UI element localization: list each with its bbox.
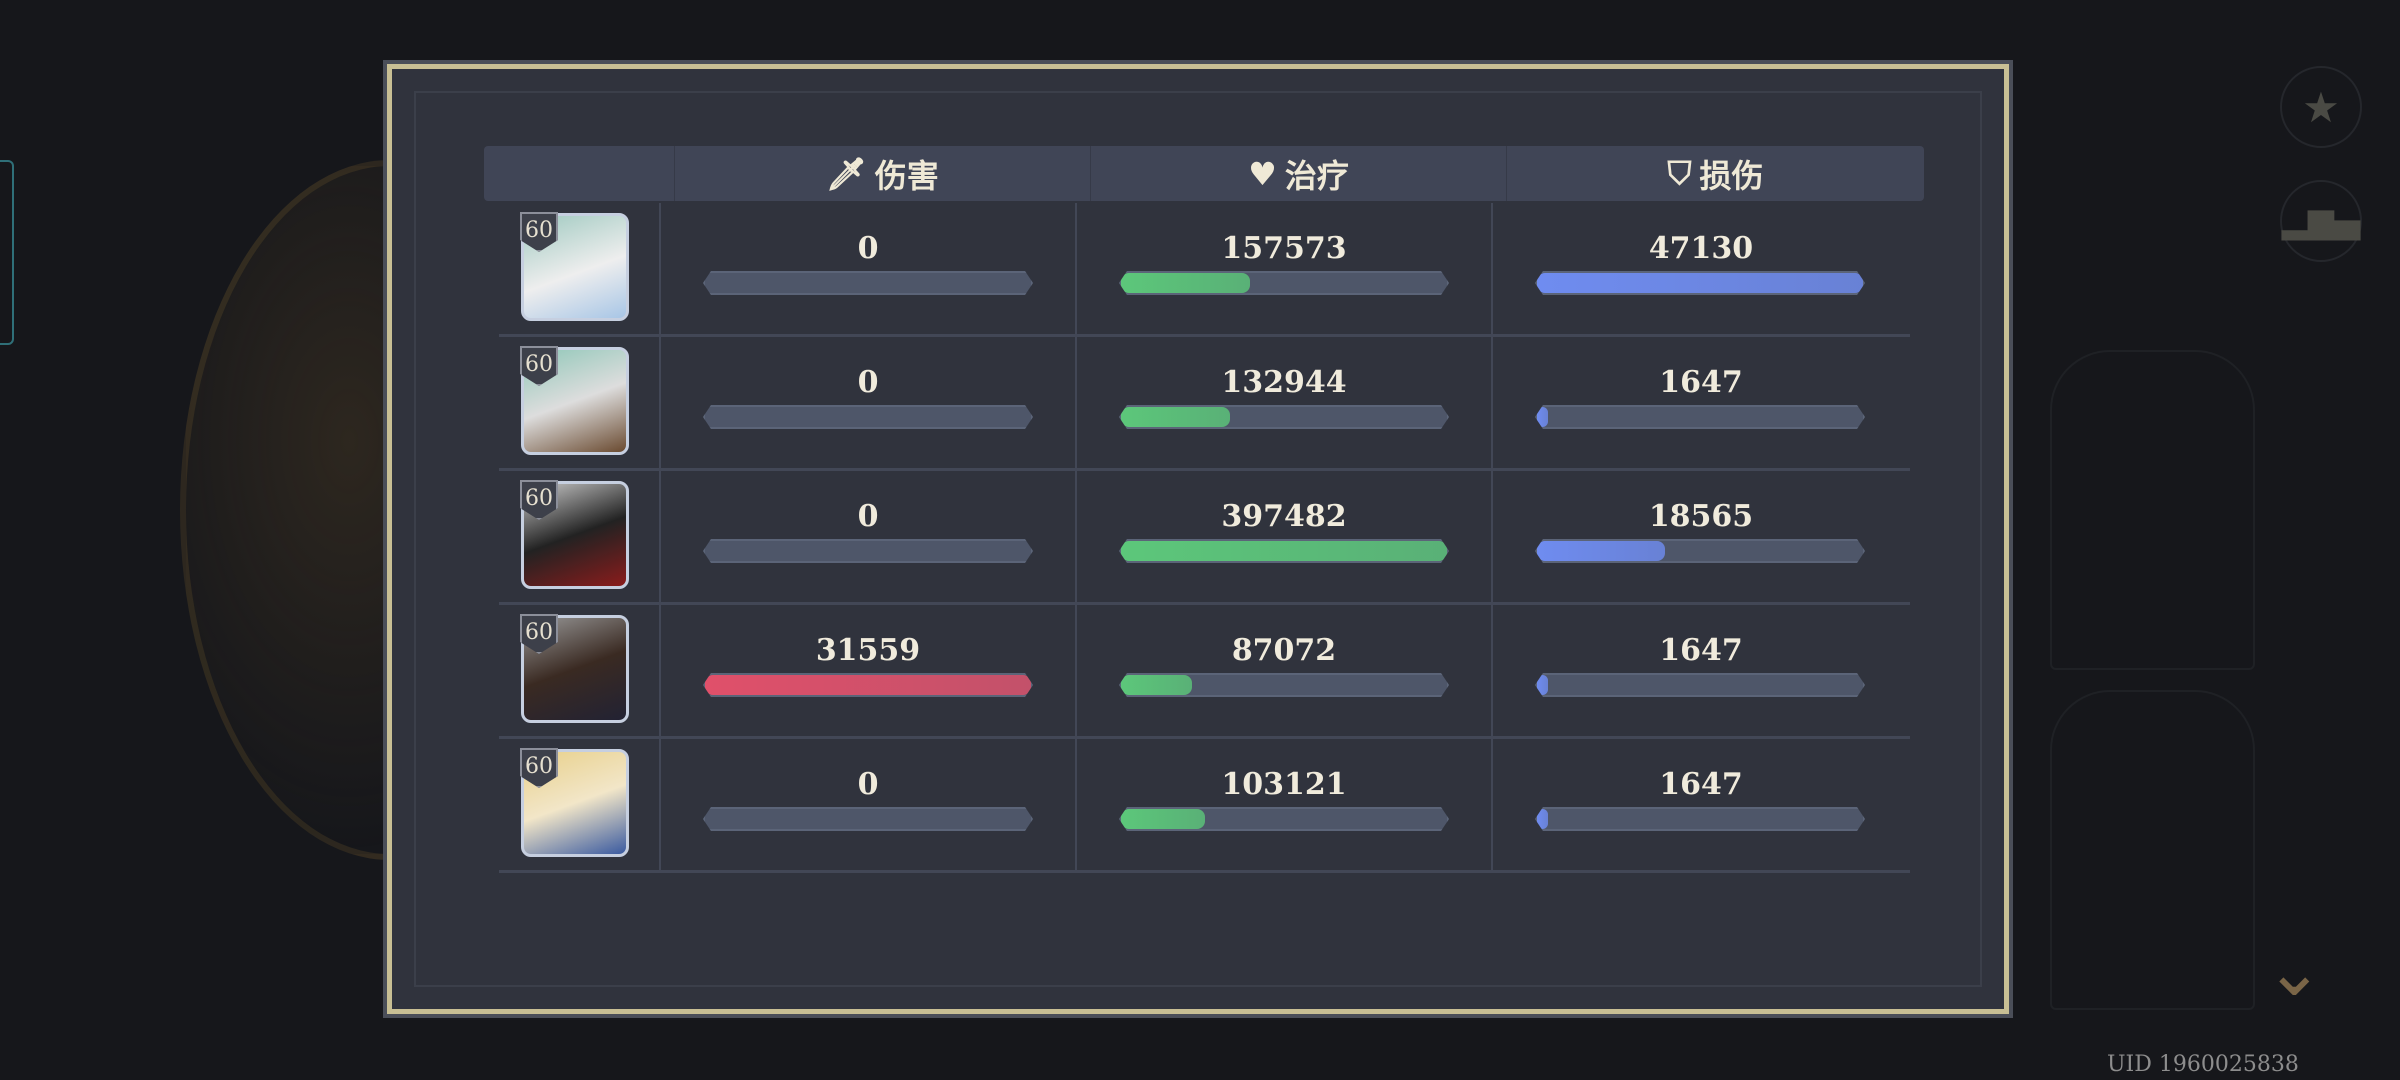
damage-bar [703,405,1033,429]
taken-bar-fill [1537,273,1863,293]
header-healing-label: 治疗 [1284,156,1349,195]
taken-bar-fill [1537,541,1665,561]
taken-bar [1535,539,1865,563]
level-badge: 60 [520,346,558,386]
left-edge-tab[interactable] [0,160,14,345]
character-avatar[interactable]: 60 [520,748,629,857]
damage-bar [703,673,1033,697]
taken-bar [1535,271,1865,295]
header-healing: ♥ 治疗 [1090,146,1506,201]
heart-icon: ♥ [1248,154,1277,193]
taken-bar [1535,673,1865,697]
damage-cell: 0 [659,471,1075,602]
table-row: 60 0 397482 18565 [499,471,1910,605]
damage-bar [703,271,1033,295]
damage-bar [703,539,1033,563]
header-damage: 🗡 伤害 [674,146,1090,201]
healing-value: 103121 [1221,767,1347,802]
character-avatar[interactable]: 60 [520,614,629,723]
healing-bar [1119,271,1449,295]
side-card-slot [2050,350,2255,670]
header-taken: ⛉ 损伤 [1506,146,1924,201]
damage-bar-fill [705,675,1031,695]
healing-cell: 157573 [1075,203,1491,334]
healing-value: 87072 [1231,633,1337,668]
taken-value: 1647 [1659,767,1743,802]
healing-bar-fill [1121,273,1250,293]
level-badge: 60 [520,212,558,252]
taken-cell: 1647 [1491,605,1909,736]
avatar-cell: 60 [484,471,659,602]
healing-cell: 397482 [1075,471,1491,602]
table-row: 60 0 157573 47130 [499,203,1910,337]
taken-cell: 18565 [1491,471,1909,602]
healing-bar-fill [1121,407,1230,427]
healing-cell: 103121 [1075,739,1491,870]
character-avatar[interactable]: 60 [520,480,629,589]
battle-stats-panel: 🗡 伤害 ♥ 治疗 ⛉ 损伤 60 0 157573 47130 60 0 13294… [387,64,2009,1014]
damage-value: 31559 [815,633,921,668]
damage-value: 0 [857,499,879,534]
healing-cell: 132944 [1075,337,1491,468]
star-icon: ★ [2302,82,2340,132]
damage-value: 0 [857,231,879,266]
taken-value: 18565 [1648,499,1754,534]
table-row: 60 0 132944 1647 [499,337,1910,471]
level-badge: 60 [520,748,558,788]
taken-value: 1647 [1659,365,1743,400]
taken-cell: 1647 [1491,337,1909,468]
damage-bar [703,807,1033,831]
header-damage-label: 伤害 [874,156,939,195]
level-badge: 60 [520,480,558,520]
healing-value: 132944 [1221,365,1347,400]
healing-value: 397482 [1221,499,1347,534]
healing-bar [1119,673,1449,697]
healing-bar-fill [1121,541,1447,561]
healing-bar-fill [1121,809,1205,829]
header-taken-label: 损伤 [1699,156,1764,195]
taken-bar [1535,807,1865,831]
damage-cell: 31559 [659,605,1075,736]
healing-bar [1119,807,1449,831]
sword-icon: 🗡 [826,154,867,193]
healing-cell: 87072 [1075,605,1491,736]
damage-cell: 0 [659,739,1075,870]
table-row: 60 0 103121 1647 [499,739,1910,873]
uid-label: UID 1960025838 [2107,1052,2299,1077]
taken-value: 1647 [1659,633,1743,668]
table-row: 60 31559 87072 1647 [499,605,1910,739]
taken-value: 47130 [1648,231,1754,266]
taken-bar [1535,405,1865,429]
character-avatar[interactable]: 60 [520,346,629,455]
panel-inner-border [414,91,1982,987]
avatar-cell: 60 [484,337,659,468]
avatar-cell: 60 [484,605,659,736]
avatar-cell: 60 [484,203,659,334]
level-badge: 60 [520,614,558,654]
shield-icon: ⛉ [1667,154,1692,192]
taken-bar-fill [1537,675,1548,695]
taken-cell: 1647 [1491,739,1909,870]
header-avatar-column [484,146,674,201]
taken-bar-fill [1537,407,1548,427]
side-card-emblem [2050,690,2255,1010]
statistics-button[interactable]: ▂▆▄ [2280,180,2362,262]
bar-chart-icon: ▂▆▄ [2281,201,2361,241]
healing-value: 157573 [1221,231,1347,266]
table-header: 🗡 伤害 ♥ 治疗 ⛉ 损伤 [484,146,1924,201]
healing-bar-fill [1121,675,1192,695]
healing-bar [1119,405,1449,429]
taken-bar-fill [1537,809,1548,829]
favorite-button[interactable]: ★ [2280,66,2362,148]
avatar-cell: 60 [484,739,659,870]
character-avatar[interactable]: 60 [520,212,629,321]
damage-value: 0 [857,767,879,802]
healing-bar [1119,539,1449,563]
damage-cell: 0 [659,203,1075,334]
taken-cell: 47130 [1491,203,1909,334]
chevron-down-icon[interactable]: ⌄ [2265,930,2324,1012]
damage-cell: 0 [659,337,1075,468]
damage-value: 0 [857,365,879,400]
